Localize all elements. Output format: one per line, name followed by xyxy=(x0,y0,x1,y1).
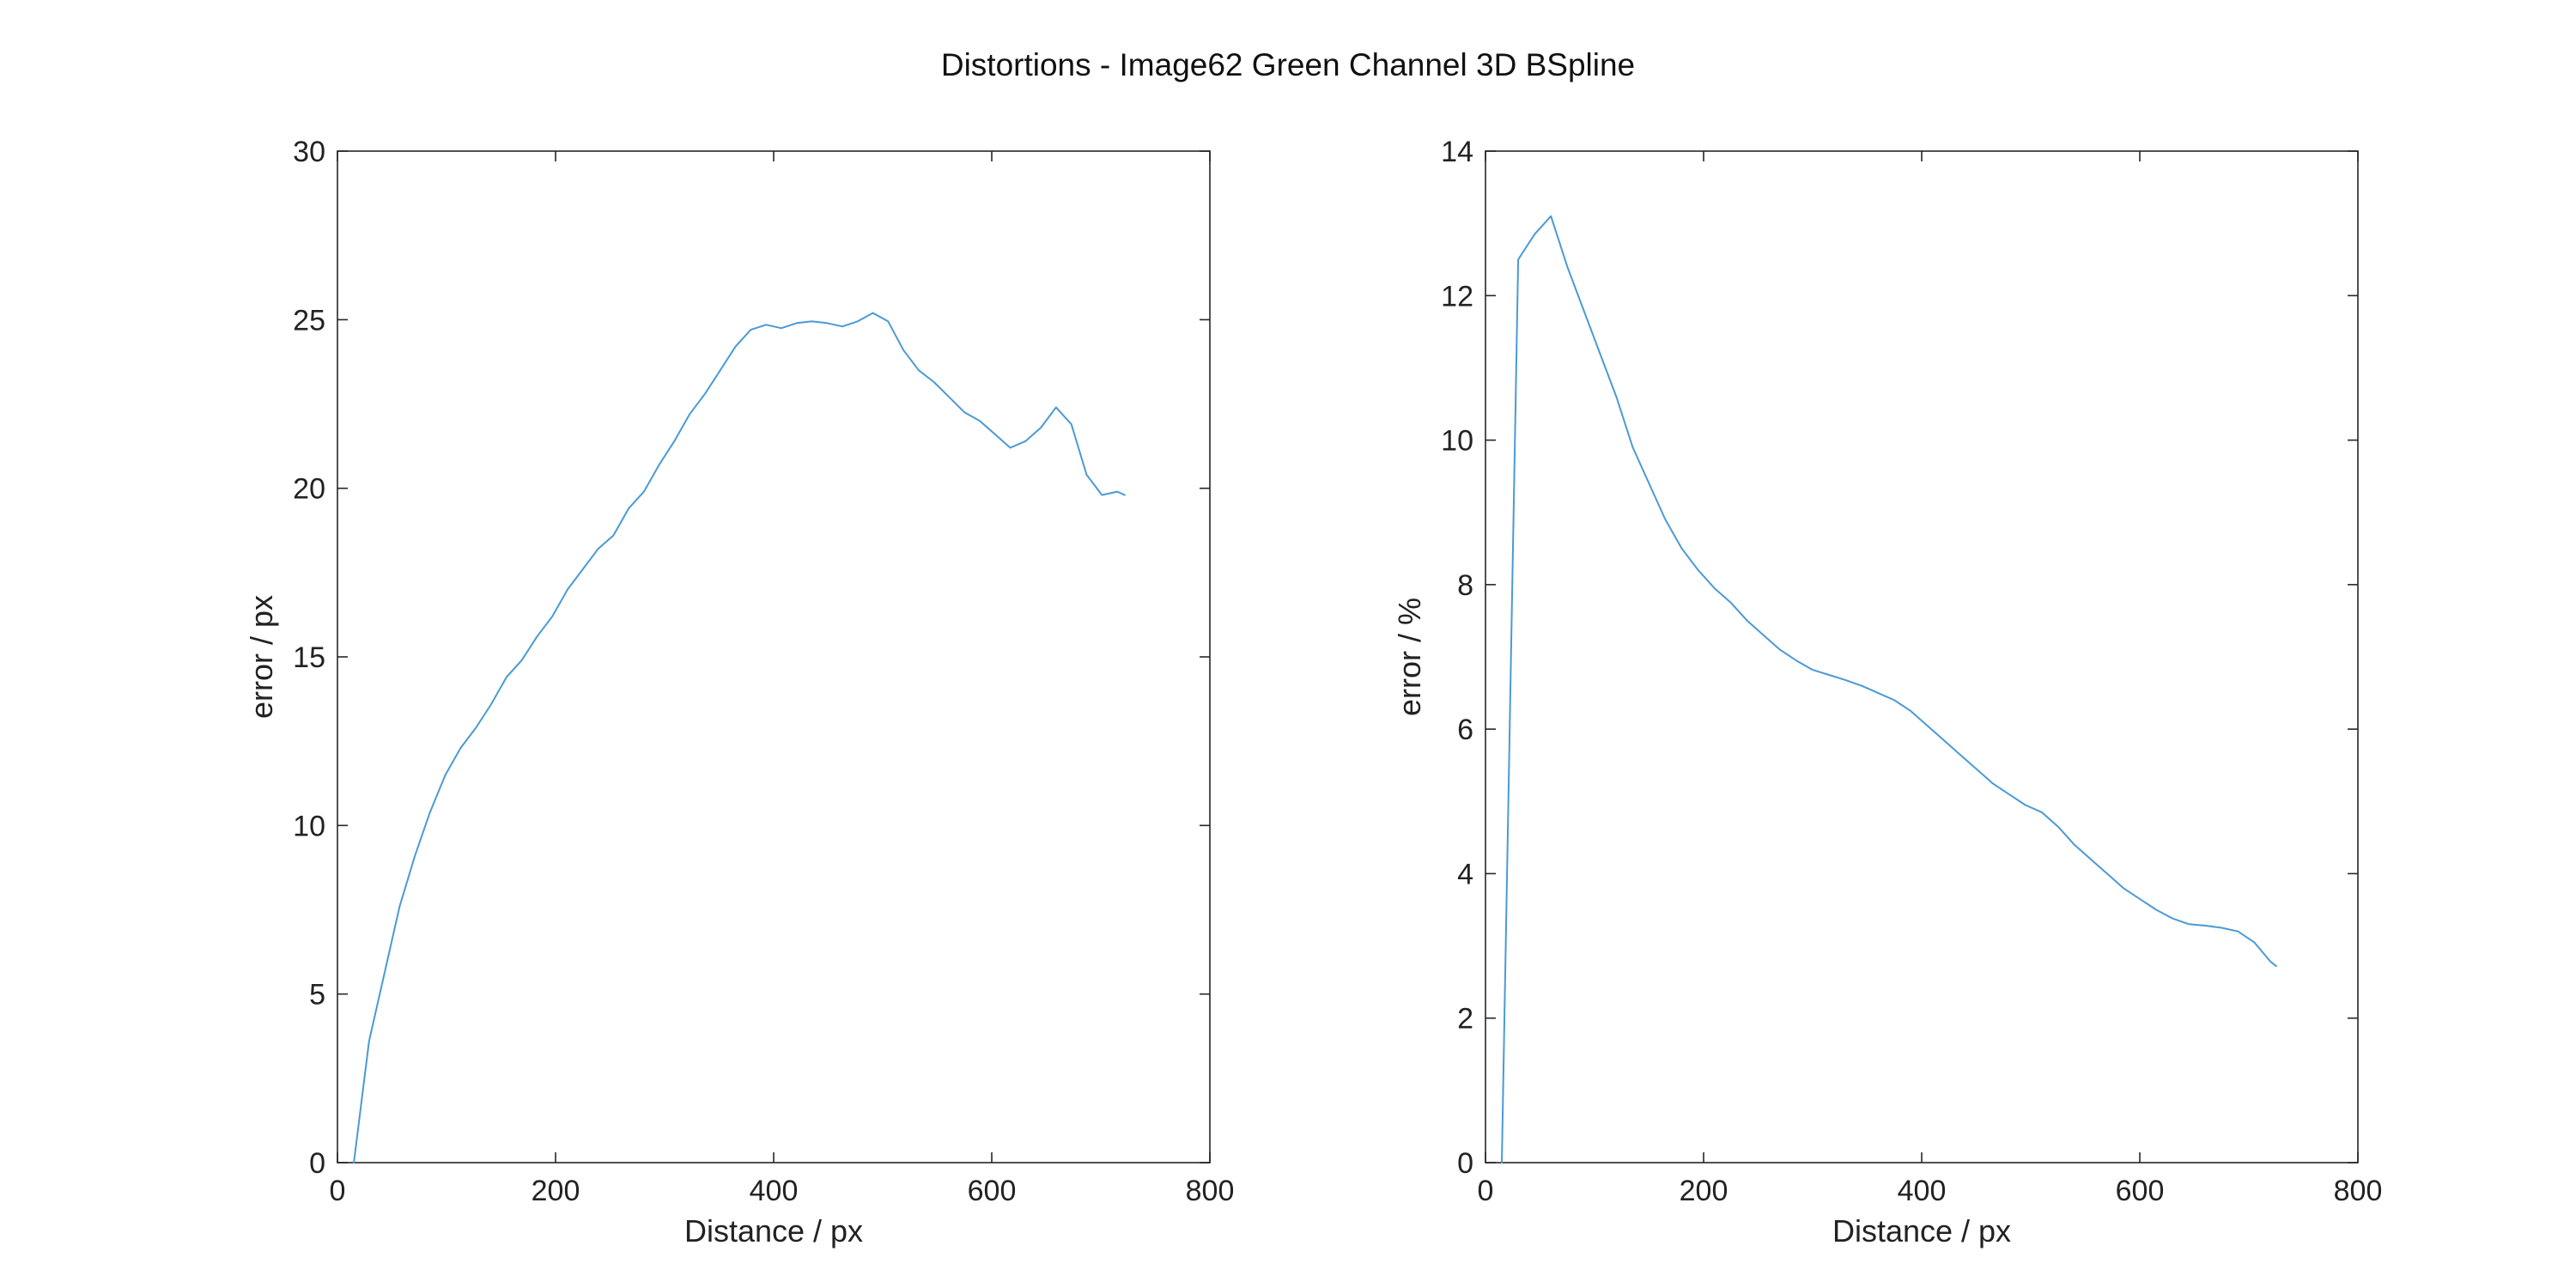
left-y-tick-label: 20 xyxy=(293,473,325,506)
left-plot-tick-labels: 0 200 400 600 800 0 5 10 15 20 25 30 xyxy=(293,136,1234,1207)
left-y-tick-label: 30 xyxy=(293,136,325,168)
right-plot-frame xyxy=(1485,150,2359,1163)
right-x-tick-label: 200 xyxy=(1680,1175,1728,1207)
left-x-tick-label: 400 xyxy=(750,1175,799,1207)
right-y-tick-label: 0 xyxy=(1457,1147,1473,1180)
left-plot-frame xyxy=(337,150,1211,1163)
right-y-tick-label: 2 xyxy=(1457,1003,1473,1036)
right-x-axis-label: Distance / px xyxy=(1832,1213,2011,1249)
left-series-group xyxy=(353,312,1126,1163)
figure-title: Distortions - Image62 Green Channel 3D B… xyxy=(941,47,1635,82)
right-y-tick-label: 4 xyxy=(1457,858,1473,890)
right-x-tick-label: 400 xyxy=(1898,1175,1947,1207)
right-plot-error-percent: 0 200 400 600 800 0 2 4 6 8 10 12 14 Distance / px e… xyxy=(1392,136,2382,1249)
right-x-tick-label: 600 xyxy=(2116,1175,2165,1207)
left-y-tick-label: 0 xyxy=(309,1147,325,1180)
left-y-tick-label: 25 xyxy=(293,304,325,337)
right-x-tick-label: 800 xyxy=(2334,1175,2383,1207)
left-x-tick-label: 200 xyxy=(532,1175,580,1207)
right-y-tick-label: 12 xyxy=(1441,280,1473,313)
left-series-line-0 xyxy=(353,312,1126,1163)
right-series-line-0 xyxy=(1501,215,2277,1163)
right-y-tick-label: 14 xyxy=(1441,136,1473,168)
right-y-tick-label: 10 xyxy=(1441,425,1473,458)
left-y-tick-label: 5 xyxy=(309,979,325,1012)
right-y-tick-label: 8 xyxy=(1457,569,1473,602)
left-x-tick-label: 0 xyxy=(330,1175,346,1207)
right-y-tick-label: 6 xyxy=(1457,714,1473,746)
left-y-tick-label: 15 xyxy=(293,641,325,674)
left-x-axis-label: Distance / px xyxy=(684,1213,863,1249)
left-y-tick-label: 10 xyxy=(293,810,325,842)
left-plot-ticks xyxy=(337,150,1211,1163)
right-series-group xyxy=(1501,215,2277,1163)
left-x-tick-label: 800 xyxy=(1186,1175,1235,1207)
left-y-axis-label: error / px xyxy=(244,595,279,719)
left-x-tick-label: 600 xyxy=(968,1175,1017,1207)
right-y-axis-label: error / % xyxy=(1392,598,1427,716)
right-plot-ticks xyxy=(1485,150,2359,1163)
right-plot-tick-labels: 0 200 400 600 800 0 2 4 6 8 10 12 14 xyxy=(1441,136,2382,1207)
right-x-tick-label: 0 xyxy=(1478,1175,1494,1207)
